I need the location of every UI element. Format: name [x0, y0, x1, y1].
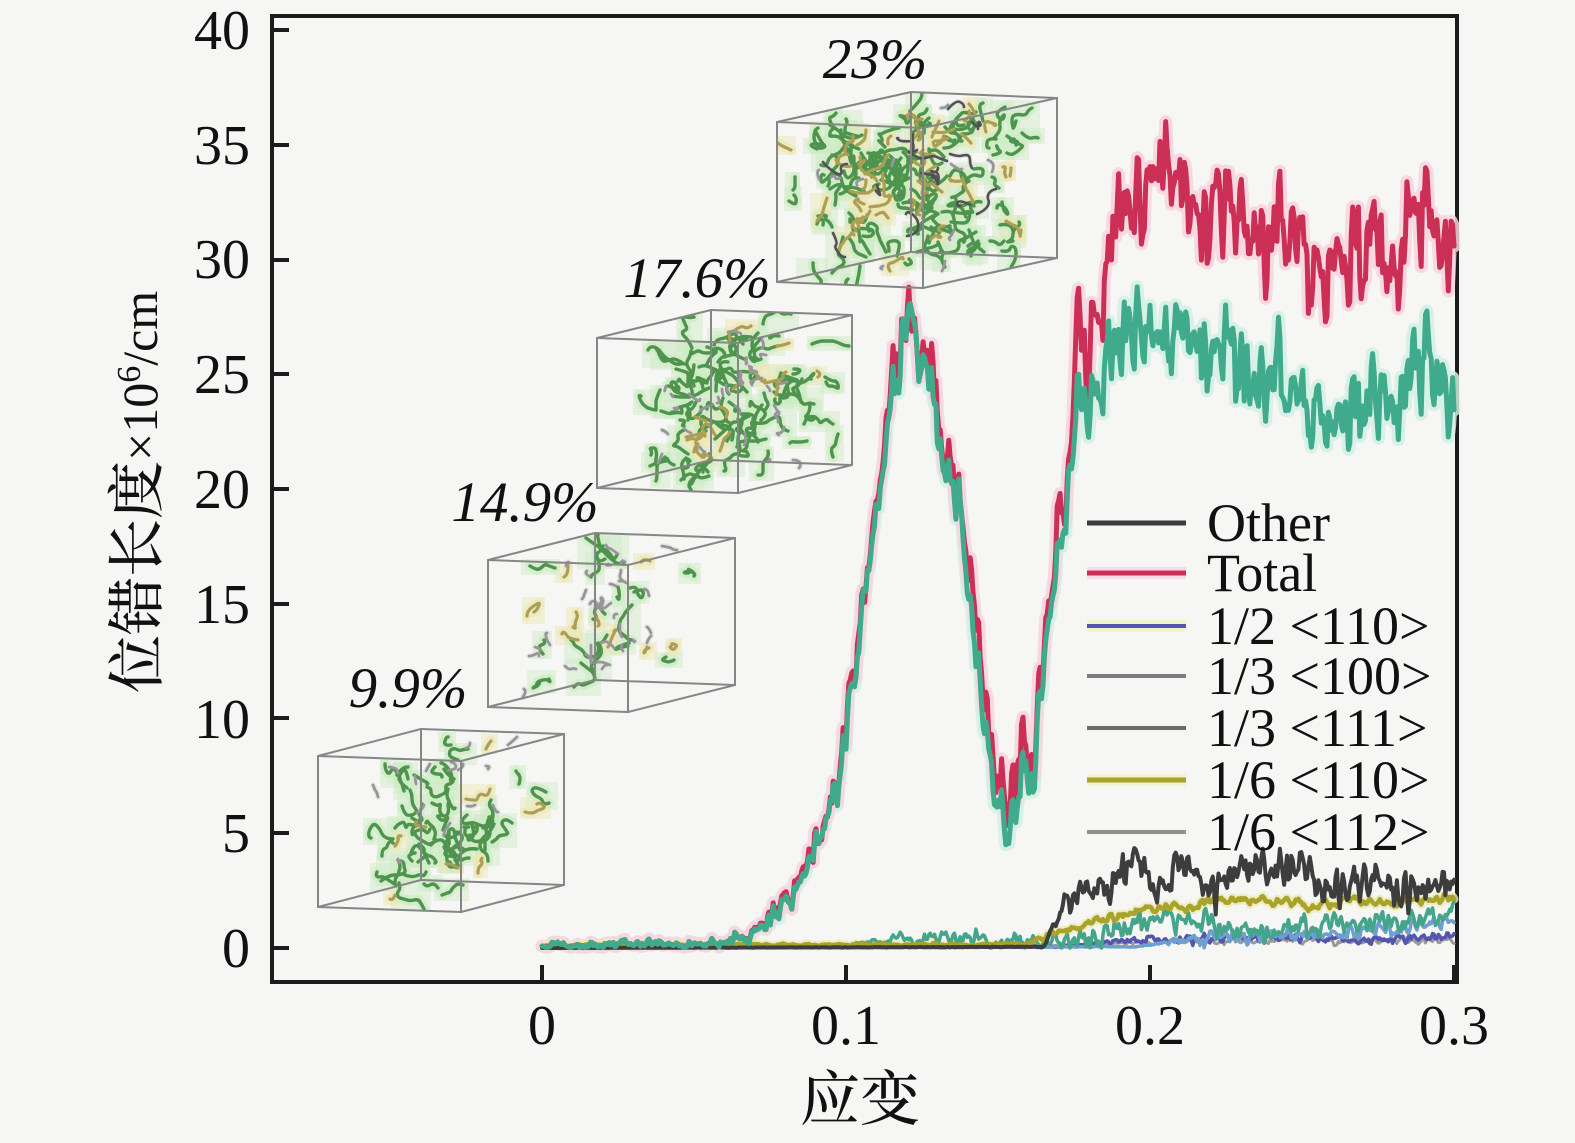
svg-text:17.6%: 17.6% — [623, 247, 770, 310]
svg-text:5: 5 — [222, 803, 250, 865]
svg-text:10: 10 — [194, 689, 250, 751]
svg-text:0.3: 0.3 — [1419, 995, 1489, 1057]
svg-text:Other: Other — [1207, 493, 1330, 553]
svg-text:0: 0 — [528, 995, 556, 1057]
svg-text:35: 35 — [194, 115, 250, 177]
svg-text:Total: Total — [1207, 543, 1317, 603]
svg-text:0.2: 0.2 — [1115, 995, 1185, 1057]
svg-text:1/3 <100>: 1/3 <100> — [1207, 646, 1431, 706]
svg-text:×106/cm: ×106/cm — [111, 291, 168, 461]
svg-text:0.1: 0.1 — [811, 995, 881, 1057]
svg-text:0: 0 — [222, 918, 250, 980]
svg-text:1/3 <111>: 1/3 <111> — [1207, 698, 1427, 758]
svg-text:25: 25 — [194, 344, 250, 406]
svg-text:30: 30 — [194, 229, 250, 291]
svg-text:1/6 <112>: 1/6 <112> — [1207, 802, 1429, 862]
svg-text:9.9%: 9.9% — [349, 657, 468, 720]
svg-text:40: 40 — [194, 0, 250, 62]
svg-text:23%: 23% — [823, 28, 927, 91]
svg-text:14.9%: 14.9% — [451, 471, 598, 534]
svg-text:1/2 <110>: 1/2 <110> — [1207, 596, 1429, 656]
svg-text:20: 20 — [194, 459, 250, 521]
svg-text:15: 15 — [194, 574, 250, 636]
svg-text:1/6 <110>: 1/6 <110> — [1207, 750, 1429, 810]
